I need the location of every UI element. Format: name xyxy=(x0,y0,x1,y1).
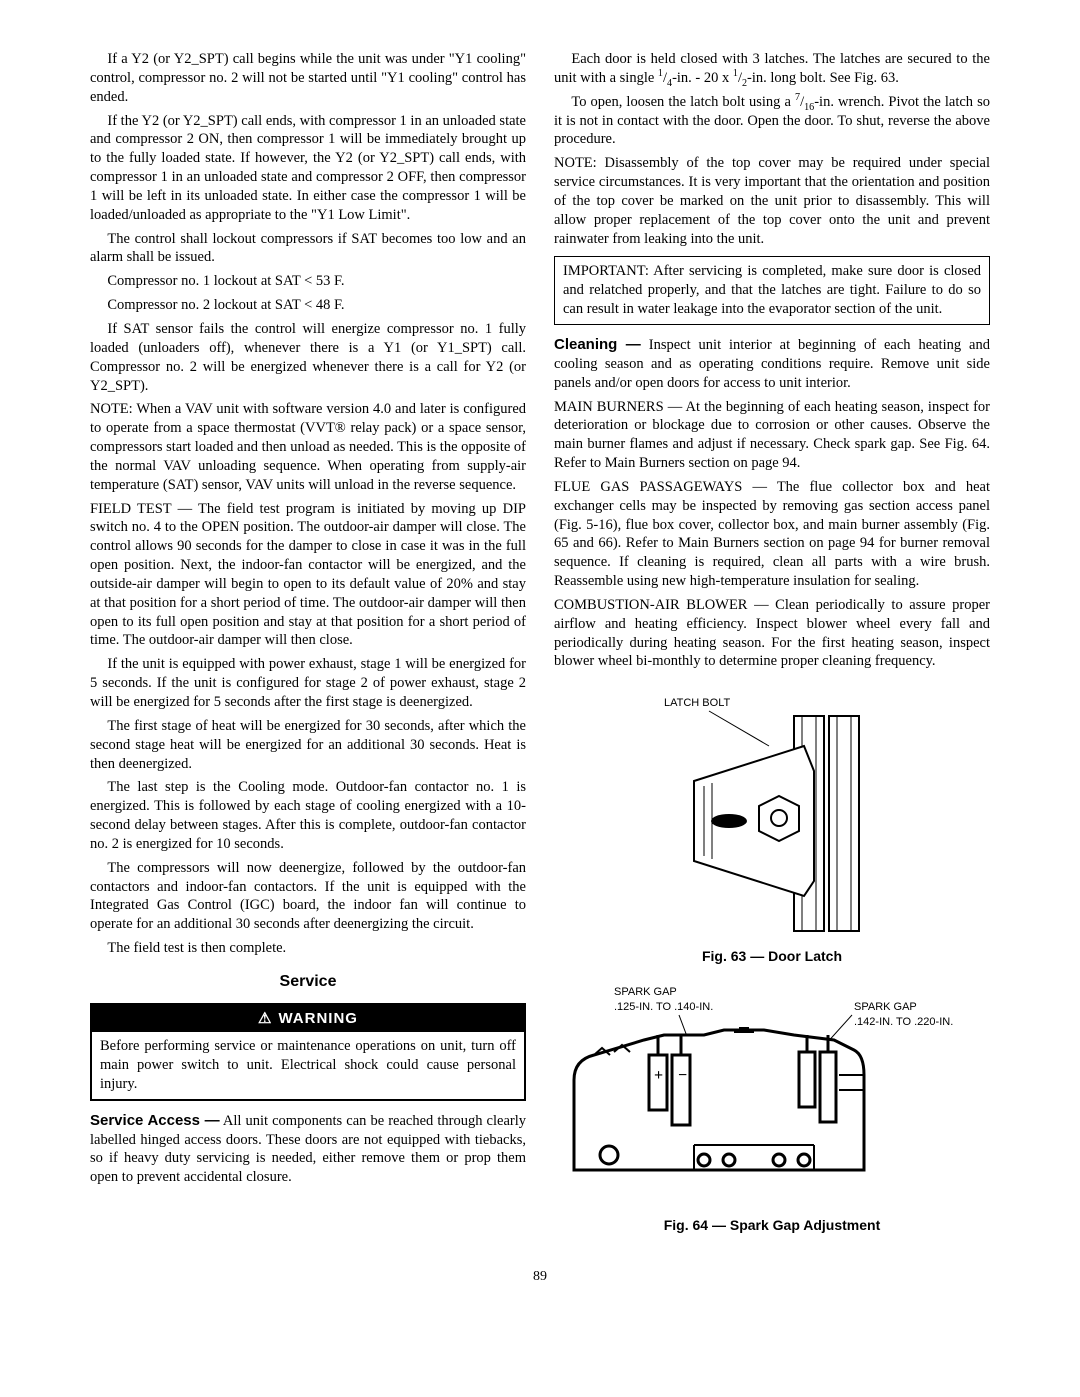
svg-text:+: + xyxy=(654,1067,663,1084)
figure-64: SPARK GAP .125-IN. TO .140-IN. SPARK GAP… xyxy=(554,980,990,1234)
paragraph: The field test is then complete. xyxy=(90,939,526,958)
warning-body: Before performing service or maintenance… xyxy=(92,1032,524,1099)
paragraph: Compressor no. 1 lockout at SAT < 53 F. xyxy=(90,272,526,291)
paragraph: Each door is held closed with 3 latches.… xyxy=(554,50,990,88)
service-access-label: Service Access — xyxy=(90,1112,220,1129)
fig-64-caption: Fig. 64 — Spark Gap Adjustment xyxy=(554,1216,990,1234)
figure-63: LATCH BOLT Fig. xyxy=(554,691,990,965)
important-box: IMPORTANT: After servicing is completed,… xyxy=(554,256,990,325)
cleaning-paragraph: Cleaning — Inspect unit interior at begi… xyxy=(554,335,990,393)
main-burners-paragraph: MAIN BURNERS — At the beginning of each … xyxy=(554,398,990,473)
latch-bolt-label: LATCH BOLT xyxy=(664,697,730,709)
page-number: 89 xyxy=(90,1268,990,1286)
note-paragraph: NOTE: When a VAV unit with software vers… xyxy=(90,400,526,494)
warning-box: WARNING Before performing service or mai… xyxy=(90,1003,526,1101)
svg-text:−: − xyxy=(678,1067,687,1084)
cleaning-label: Cleaning — xyxy=(554,336,641,353)
paragraph: If a Y2 (or Y2_SPT) call begins while th… xyxy=(90,50,526,107)
paragraph: FIELD TEST — The field test program is i… xyxy=(90,500,526,651)
spark-gap-right-label-1: SPARK GAP xyxy=(854,1001,917,1013)
right-column: Each door is held closed with 3 latches.… xyxy=(554,50,990,1248)
text: -in. - 20 x xyxy=(672,70,733,86)
two-column-layout: If a Y2 (or Y2_SPT) call begins while th… xyxy=(90,50,990,1248)
spark-gap-right-label-2: .142-IN. TO .220-IN. xyxy=(854,1016,953,1028)
paragraph: The compressors will now deenergize, fol… xyxy=(90,859,526,934)
combustion-paragraph: COMBUSTION-AIR BLOWER — Clean periodical… xyxy=(554,596,990,671)
flue-gas-paragraph: FLUE GAS PASSAGEWAYS — The flue collecto… xyxy=(554,478,990,591)
service-header: Service xyxy=(90,972,526,993)
note-paragraph: NOTE: Disassembly of the top cover may b… xyxy=(554,154,990,248)
fraction-7-16: 7/16 xyxy=(795,94,814,110)
paragraph: If the unit is equipped with power exhau… xyxy=(90,655,526,712)
paragraph: If SAT sensor fails the control will ene… xyxy=(90,320,526,395)
paragraph: Compressor no. 2 lockout at SAT < 48 F. xyxy=(90,296,526,315)
fraction-1-2: 1/2 xyxy=(733,70,747,86)
warning-header: WARNING xyxy=(92,1005,524,1033)
text: -in. long bolt. See Fig. 63. xyxy=(747,70,899,86)
service-access-paragraph: Service Access — All unit components can… xyxy=(90,1111,526,1187)
paragraph: The control shall lockout compressors if… xyxy=(90,230,526,268)
left-column: If a Y2 (or Y2_SPT) call begins while th… xyxy=(90,50,526,1248)
fraction-1-4: 1/4 xyxy=(658,70,672,86)
text: To open, loosen the latch bolt using a xyxy=(571,94,795,110)
paragraph: The last step is the Cooling mode. Outdo… xyxy=(90,778,526,853)
paragraph: To open, loosen the latch bolt using a 7… xyxy=(554,93,990,150)
paragraph: If the Y2 (or Y2_SPT) call ends, with co… xyxy=(90,112,526,225)
paragraph: The first stage of heat will be energize… xyxy=(90,717,526,774)
spark-gap-diagram: SPARK GAP .125-IN. TO .140-IN. SPARK GAP… xyxy=(554,980,994,1210)
door-latch-diagram: LATCH BOLT xyxy=(554,691,984,941)
fig-63-caption: Fig. 63 — Door Latch xyxy=(554,947,990,965)
spark-gap-left-label-2: .125-IN. TO .140-IN. xyxy=(614,1001,713,1013)
spark-gap-left-label-1: SPARK GAP xyxy=(614,986,677,998)
